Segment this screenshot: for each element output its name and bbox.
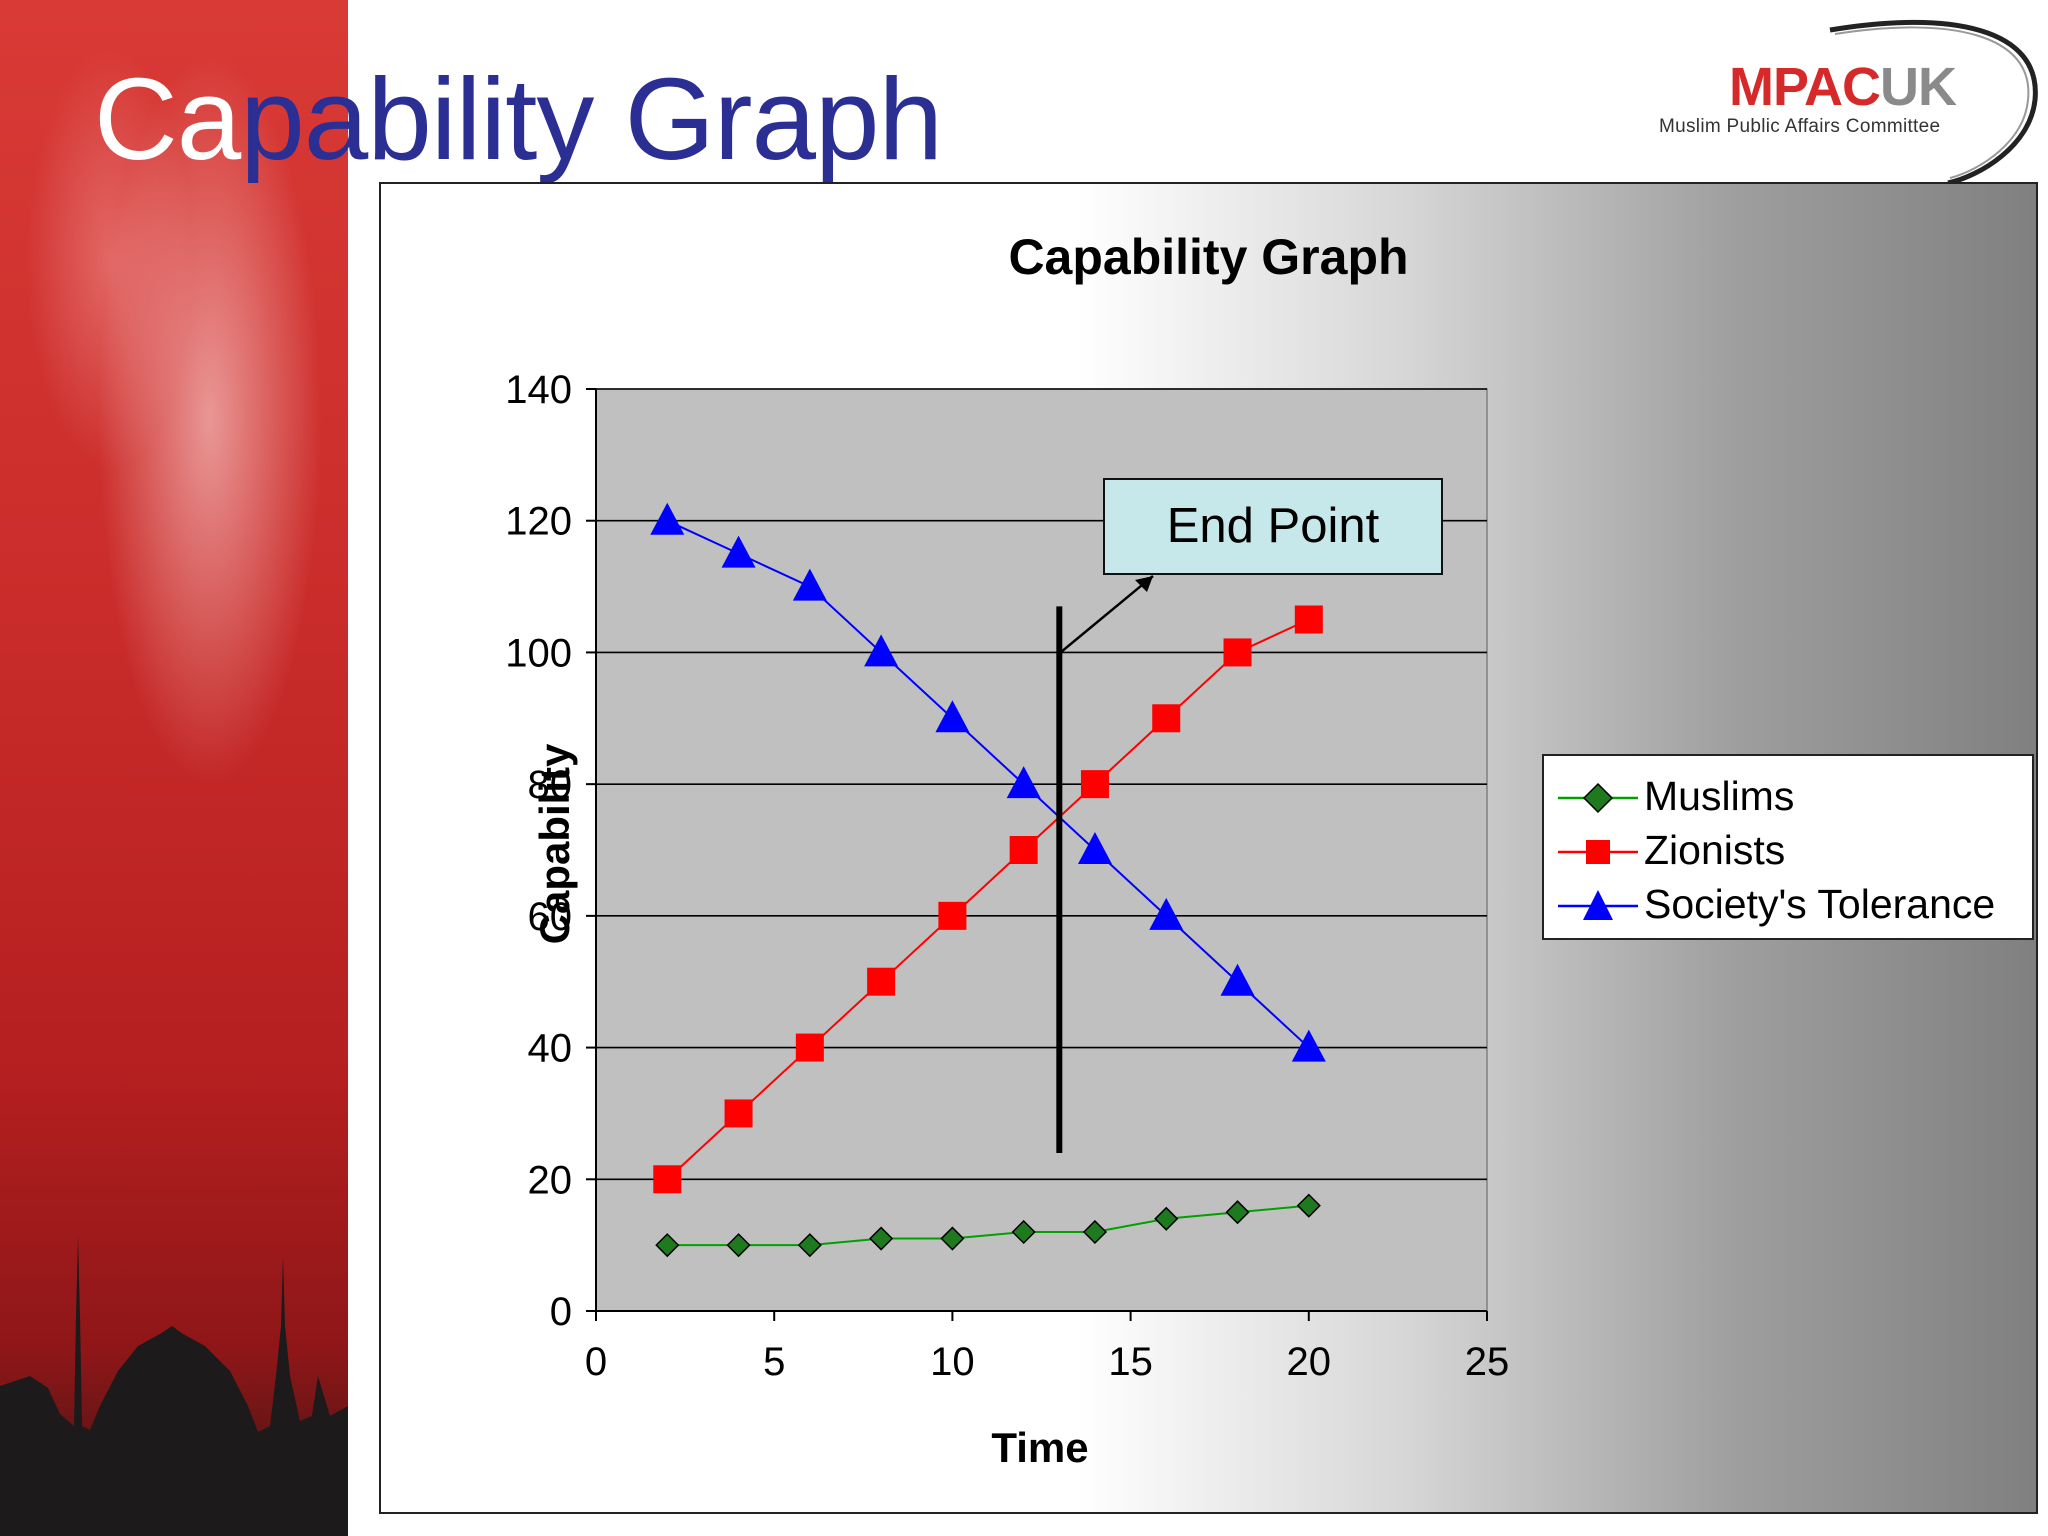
- x-tick-label: 5: [763, 1340, 785, 1384]
- y-tick-label: 20: [528, 1158, 573, 1202]
- x-tick-labels: 0 5 10 15 20 25: [585, 1340, 1509, 1384]
- data-point: [1080, 770, 1109, 799]
- legend-label: Zionists: [1644, 827, 1786, 873]
- data-point: [869, 1226, 894, 1251]
- x-tick-label: 10: [930, 1340, 975, 1384]
- data-point: [1223, 638, 1252, 667]
- data-point: [655, 1233, 680, 1258]
- data-point: [935, 700, 970, 733]
- data-point: [1082, 1219, 1108, 1245]
- mpacuk-logo: MPACUK Muslim Public Affairs Committee: [1650, 8, 2040, 183]
- legend-square-icon: [1558, 840, 1638, 864]
- data-point: [938, 901, 967, 930]
- series-line: [666, 519, 1310, 1049]
- data-point: [724, 1099, 753, 1128]
- series-zionists: [653, 605, 1323, 1194]
- data-point: [650, 502, 685, 535]
- page-title: Capability Graph: [94, 54, 943, 184]
- data-point: [792, 568, 827, 601]
- data-point: [1225, 1200, 1250, 1225]
- legend-item-muslims: Muslims: [1558, 768, 2028, 828]
- data-point: [1152, 704, 1181, 733]
- chart-title: Capability Graph: [1008, 229, 1409, 285]
- decorative-side-band: [0, 0, 348, 1536]
- chart-legend: Muslims Zionists Society's Tolerance: [1542, 754, 2034, 940]
- y-tick-label: 80: [528, 763, 573, 807]
- y-tick-label: 60: [528, 895, 573, 939]
- callout-arrow: [1058, 575, 1154, 655]
- x-tick-label: 25: [1465, 1340, 1510, 1384]
- legend-triangle-icon: [1558, 890, 1638, 920]
- legend-label: Society's Tolerance: [1644, 881, 1996, 927]
- data-point: [653, 1165, 682, 1194]
- data-point: [1011, 1219, 1036, 1245]
- data-point: [795, 1033, 824, 1062]
- data-point: [864, 634, 899, 667]
- y-tick-label: 140: [505, 368, 572, 412]
- data-point: [1291, 1029, 1326, 1062]
- axes: [586, 388, 1488, 1321]
- x-tick-label: 0: [585, 1340, 607, 1384]
- data-point: [721, 535, 756, 568]
- legend-label: Muslims: [1644, 773, 1795, 819]
- logo-swoosh-icon: [1829, 19, 2038, 183]
- legend-diamond-icon: [1558, 782, 1638, 814]
- end-point-callout: End Point: [1103, 478, 1443, 575]
- data-point: [1149, 897, 1184, 930]
- data-point: [797, 1233, 822, 1258]
- x-tick-label: 15: [1108, 1340, 1153, 1384]
- logo-wordmark: MPACUK: [1729, 57, 1957, 117]
- data-point: [867, 967, 896, 996]
- series-muslims: [655, 1193, 1321, 1258]
- series-line: [667, 1204, 1309, 1247]
- y-axis-label: Capability: [531, 743, 578, 945]
- legend-item-societys-tolerance: Society's Tolerance: [1558, 876, 2028, 936]
- x-tick-label: 20: [1287, 1340, 1332, 1384]
- y-tick-label: 0: [550, 1290, 572, 1334]
- series-group: [650, 502, 1326, 1258]
- annotation-group: [1056, 575, 1154, 1153]
- data-point: [726, 1233, 751, 1258]
- data-point: [1296, 1193, 1321, 1218]
- data-point: [1154, 1206, 1179, 1231]
- data-point: [940, 1226, 965, 1251]
- y-tick-labels: 0 20 40 60 80 100 120 140: [505, 368, 572, 1334]
- logo-subtitle: Muslim Public Affairs Committee: [1659, 116, 1941, 137]
- callout-arrowhead: [1135, 576, 1153, 592]
- x-axis-label: Time: [991, 1424, 1089, 1471]
- mosque-skyline-silhouette: [0, 1236, 348, 1536]
- series-line: [666, 618, 1310, 1181]
- legend-item-zionists: Zionists: [1558, 822, 2028, 882]
- data-point: [1006, 766, 1041, 799]
- data-point: [1077, 832, 1112, 864]
- data-point: [1294, 605, 1323, 634]
- data-point: [1220, 963, 1255, 996]
- data-point: [1009, 836, 1038, 864]
- y-tick-label: 100: [505, 631, 572, 675]
- y-tick-label: 40: [528, 1027, 573, 1071]
- series-society-s-tolerance: [650, 502, 1326, 1062]
- y-tick-label: 120: [505, 500, 572, 544]
